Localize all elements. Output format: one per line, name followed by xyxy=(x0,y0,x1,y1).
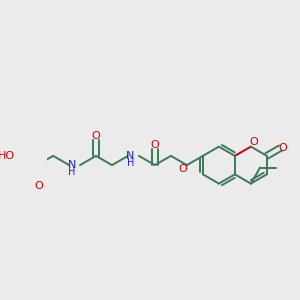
Text: O: O xyxy=(178,164,187,174)
Text: N: N xyxy=(68,160,76,170)
Text: O: O xyxy=(279,143,287,153)
Text: HO: HO xyxy=(0,151,15,160)
Text: O: O xyxy=(249,137,258,147)
Text: O: O xyxy=(34,181,43,191)
Text: N: N xyxy=(126,151,135,161)
Text: O: O xyxy=(92,131,100,141)
Text: O: O xyxy=(151,140,159,150)
Text: H: H xyxy=(127,158,134,168)
Text: H: H xyxy=(68,167,75,177)
